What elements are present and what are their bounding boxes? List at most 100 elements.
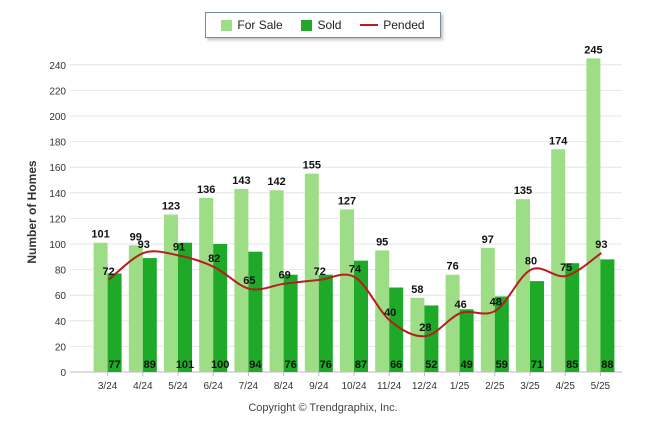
bar-for-sale <box>234 188 249 372</box>
bar-sold <box>600 259 615 372</box>
bar-sold <box>424 305 439 372</box>
data-label-for-sale: 101 <box>91 229 109 241</box>
legend-label-sold: Sold <box>317 18 342 32</box>
data-label-sold: 71 <box>531 359 543 371</box>
data-label-for-sale: 143 <box>232 175 250 187</box>
y-tick-label: 180 <box>49 138 66 149</box>
data-label-for-sale: 155 <box>303 160 321 172</box>
data-label-for-sale: 142 <box>267 176 285 188</box>
bar-for-sale <box>445 274 460 372</box>
legend-item-for-sale: For Sale <box>221 18 283 32</box>
bar-for-sale <box>269 190 284 372</box>
legend-item-sold: Sold <box>301 18 341 32</box>
x-tick-label: 8/24 <box>274 381 294 392</box>
bar-for-sale <box>164 214 178 372</box>
bar-sold <box>318 274 333 372</box>
bar-sold <box>178 242 192 372</box>
x-tick-label: 2/25 <box>485 381 505 392</box>
x-tick-label: 4/24 <box>133 381 153 392</box>
x-tick-label: 3/24 <box>98 381 118 392</box>
data-label-pended: 74 <box>349 263 362 275</box>
data-label-for-sale: 135 <box>514 185 532 197</box>
data-label-sold: 87 <box>355 359 367 371</box>
data-label-for-sale: 58 <box>411 284 423 296</box>
bar-sold <box>213 244 228 372</box>
bar-sold <box>283 274 298 372</box>
data-label-pended: 93 <box>138 239 150 251</box>
data-label-sold: 76 <box>320 359 332 371</box>
bar-sold <box>459 309 474 372</box>
data-label-sold: 85 <box>566 359 578 371</box>
x-tick-label: 5/25 <box>591 381 611 392</box>
data-label-sold: 52 <box>425 359 437 371</box>
data-label-for-sale: 123 <box>162 201 180 213</box>
bar-for-sale <box>93 242 108 372</box>
bar-sold <box>565 263 580 372</box>
y-tick-label: 0 <box>60 368 66 379</box>
data-label-pended: 72 <box>314 266 326 278</box>
y-tick-label: 200 <box>49 112 66 123</box>
data-label-sold: 77 <box>108 359 120 371</box>
legend-swatch-sold <box>301 19 313 31</box>
data-label-for-sale: 95 <box>376 236 388 248</box>
data-label-sold: 89 <box>144 359 156 371</box>
data-label-pended: 80 <box>525 256 537 268</box>
data-label-sold: 94 <box>249 359 262 371</box>
data-label-for-sale: 174 <box>549 135 568 147</box>
x-tick-label: 7/24 <box>239 381 259 392</box>
bar-for-sale <box>480 247 495 372</box>
x-tick-label: 12/24 <box>412 381 437 392</box>
data-label-for-sale: 127 <box>338 195 356 207</box>
bar-sold <box>494 296 509 372</box>
data-label-pended: 46 <box>454 299 466 311</box>
data-label-pended: 82 <box>208 253 220 265</box>
copyright-footer: Copyright © Trendgraphix, Inc. <box>248 402 398 414</box>
x-tick-label: 5/24 <box>168 381 188 392</box>
y-tick-label: 60 <box>55 291 67 302</box>
data-label-for-sale: 136 <box>197 184 215 196</box>
bar-for-sale <box>516 199 530 372</box>
legend: For Sale Sold Pended <box>205 12 441 38</box>
data-label-pended: 75 <box>560 262 572 274</box>
bar-sold <box>389 287 404 372</box>
data-label-sold: 66 <box>390 359 402 371</box>
legend-swatch-for-sale <box>221 19 233 31</box>
data-label-for-sale: 245 <box>584 44 602 56</box>
data-label-sold: 59 <box>496 359 508 371</box>
bar-for-sale <box>586 58 601 373</box>
data-label-pended: 28 <box>419 322 431 334</box>
y-tick-label: 80 <box>55 266 67 277</box>
data-label-pended: 91 <box>173 242 185 254</box>
data-label-for-sale: 99 <box>130 231 142 243</box>
bar-for-sale <box>551 149 566 372</box>
data-label-sold: 100 <box>211 359 229 371</box>
y-tick-label: 40 <box>55 317 67 328</box>
legend-label-for-sale: For Sale <box>237 18 283 32</box>
legend-item-pended: Pended <box>360 18 425 32</box>
data-label-for-sale: 76 <box>446 261 458 273</box>
y-axis-label: Number of Homes <box>25 160 39 264</box>
y-tick-label: 220 <box>49 86 66 97</box>
x-tick-label: 3/25 <box>520 381 540 392</box>
x-tick-label: 11/24 <box>377 381 402 392</box>
data-label-pended: 69 <box>278 270 290 282</box>
legend-label-pended: Pended <box>383 18 425 32</box>
x-tick-label: 9/24 <box>309 381 329 392</box>
data-label-sold: 76 <box>284 359 296 371</box>
bar-sold <box>142 258 157 372</box>
line-pended <box>107 250 602 338</box>
bar-sold <box>354 260 368 372</box>
x-tick-label: 1/25 <box>450 381 470 392</box>
data-label-pended: 72 <box>102 266 114 278</box>
data-label-pended: 93 <box>595 239 607 251</box>
y-tick-label: 160 <box>49 163 66 174</box>
data-label-sold: 101 <box>176 359 194 371</box>
data-label-pended: 65 <box>243 275 255 287</box>
bar-sold <box>530 281 544 372</box>
data-label-sold: 88 <box>601 359 613 371</box>
data-label-sold: 49 <box>460 359 472 371</box>
bar-for-sale <box>304 173 319 372</box>
y-tick-label: 120 <box>49 214 66 225</box>
